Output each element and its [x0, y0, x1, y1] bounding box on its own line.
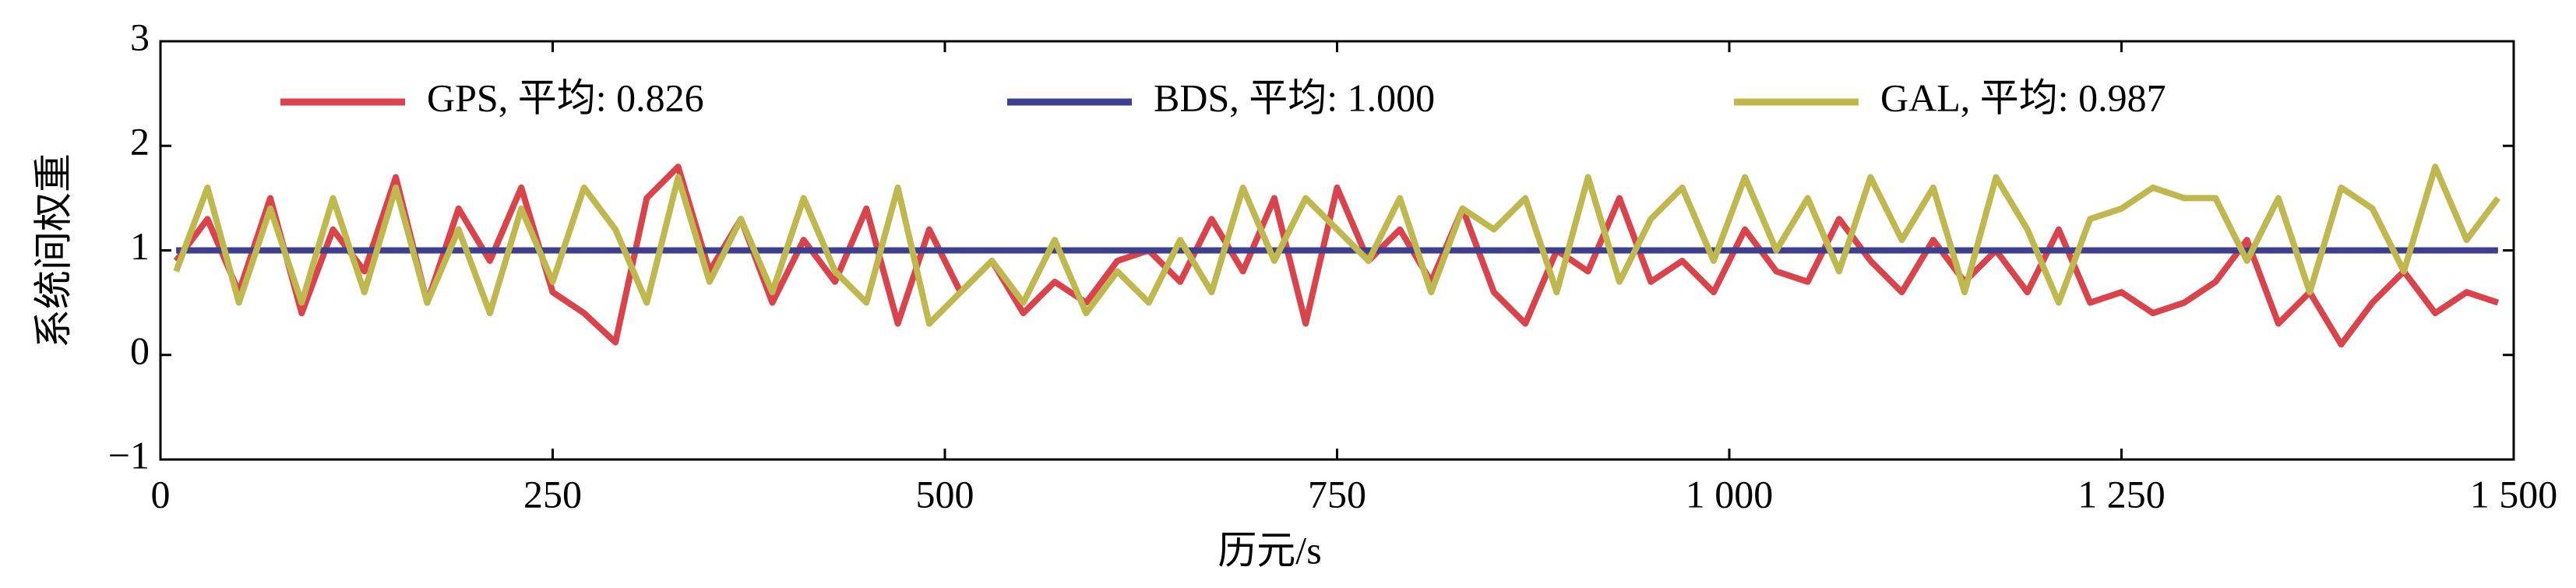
y-tick-label: 1	[130, 224, 150, 268]
x-tick-label: 500	[916, 472, 974, 516]
x-tick-label: 1 000	[1686, 472, 1774, 516]
y-tick-label: 3	[130, 15, 150, 58]
series-line	[173, 164, 2501, 327]
y-axis-label: 系统间权重	[31, 153, 75, 348]
x-tick-label: 1 250	[2077, 472, 2165, 516]
x-tick-label: 250	[523, 472, 582, 516]
legend-label: GPS, 平均: 0.826	[427, 76, 704, 119]
plot-frame	[159, 40, 2515, 461]
y-tick-label: −1	[108, 433, 150, 477]
series-line	[173, 164, 2500, 348]
x-tick-label: 1 500	[2470, 472, 2558, 516]
y-tick-label: 2	[130, 120, 150, 164]
y-tick-label: 0	[130, 329, 150, 372]
legend-label: BDS, 平均: 1.000	[1154, 76, 1435, 119]
x-axis-label: 历元/s	[1218, 528, 1321, 572]
legend-label: GAL, 平均: 0.987	[1880, 76, 2166, 119]
x-tick-label: 750	[1308, 472, 1366, 516]
x-tick-label: 0	[151, 472, 171, 516]
